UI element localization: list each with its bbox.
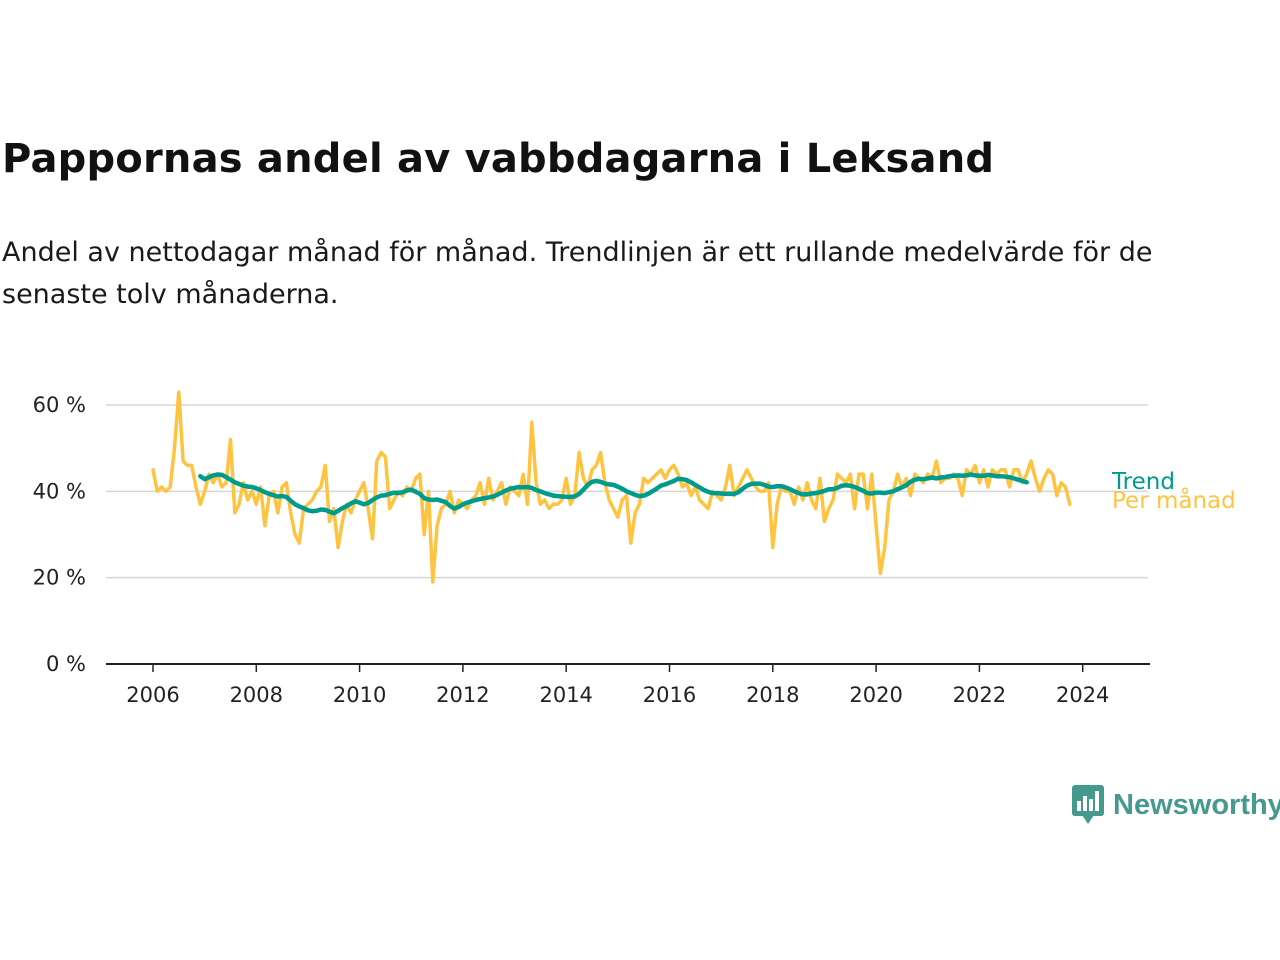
series-line-trend bbox=[198, 472, 1029, 516]
x-tick-label: 2016 bbox=[643, 683, 696, 707]
series-label-per-manad: Per månad bbox=[1112, 486, 1236, 514]
x-tick-label: 2014 bbox=[539, 683, 592, 707]
series-lines bbox=[151, 390, 1072, 584]
x-tick-label: 2018 bbox=[746, 683, 799, 707]
newsworthy-brand[interactable]: Newsworthy bbox=[1071, 784, 1280, 826]
x-tick-label: 2012 bbox=[436, 683, 489, 707]
x-tick-label: 2008 bbox=[230, 683, 283, 707]
chart-subtitle: Andel av nettodagar månad för månad. Tre… bbox=[2, 237, 1153, 310]
y-tick-label: 40 % bbox=[33, 479, 86, 503]
brand-name: Newsworthy bbox=[1113, 788, 1280, 821]
chart-title: Pappornas andel av vabbdagarna i Leksand bbox=[2, 136, 995, 182]
x-tick-label: 2024 bbox=[1056, 683, 1109, 707]
x-tick-label: 2022 bbox=[953, 683, 1006, 707]
grid-lines bbox=[106, 404, 1150, 665]
x-tick-label: 2020 bbox=[849, 683, 902, 707]
y-tick-label: 0 % bbox=[46, 652, 86, 676]
newsworthy-logo-icon bbox=[1072, 785, 1104, 824]
y-axis-ticks: 0 % 20 % 40 % 60 % bbox=[33, 393, 86, 676]
series-line-per-manad bbox=[151, 390, 1072, 584]
x-tick-label: 2006 bbox=[126, 683, 179, 707]
series-label-trend: Trend bbox=[1111, 469, 1175, 495]
x-tick-label: 2010 bbox=[333, 683, 386, 707]
y-tick-label: 60 % bbox=[33, 393, 86, 417]
y-tick-label: 20 % bbox=[33, 566, 86, 590]
x-axis-ticks: 2006 2008 2010 2012 2014 2016 2018 2020 2022 2024 bbox=[126, 664, 1109, 707]
